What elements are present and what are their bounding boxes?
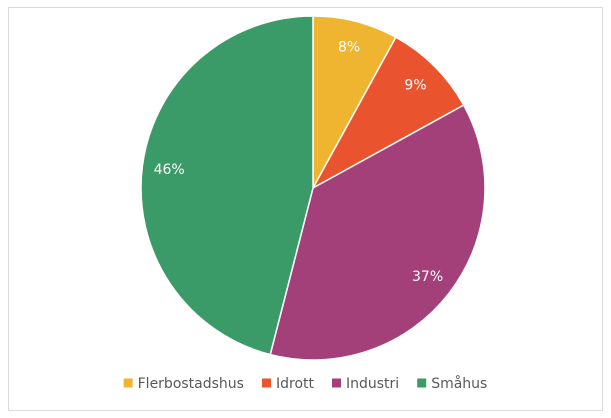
- data-label: 9%: [404, 77, 426, 93]
- legend-swatch: [332, 378, 342, 388]
- data-label: 8%: [338, 40, 360, 56]
- pie-slice: [140, 15, 314, 356]
- legend-label: Idrott: [276, 376, 315, 392]
- legend-label: Småhus: [431, 375, 487, 392]
- pie-slice: [311, 36, 465, 190]
- pie-slice: [269, 104, 486, 361]
- legend-label: Flerbostadshus: [138, 376, 244, 392]
- legend-swatch: [417, 378, 427, 388]
- data-label: 46%: [154, 162, 185, 178]
- legend-label: Industri: [346, 376, 399, 392]
- legend-swatch: [123, 378, 133, 388]
- legend-swatch: [261, 378, 271, 388]
- data-label: 37%: [412, 269, 443, 285]
